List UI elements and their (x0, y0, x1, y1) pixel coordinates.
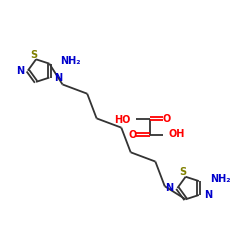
Text: NH₂: NH₂ (210, 174, 231, 184)
Text: S: S (180, 167, 187, 177)
Text: O: O (163, 114, 171, 124)
Text: N: N (54, 72, 62, 83)
Text: N: N (16, 66, 24, 76)
Text: OH: OH (169, 129, 185, 139)
Text: N: N (204, 190, 212, 200)
Text: S: S (30, 50, 37, 60)
Text: HO: HO (114, 114, 131, 124)
Text: NH₂: NH₂ (60, 56, 81, 66)
Text: O: O (128, 130, 136, 140)
Text: N: N (166, 183, 174, 193)
